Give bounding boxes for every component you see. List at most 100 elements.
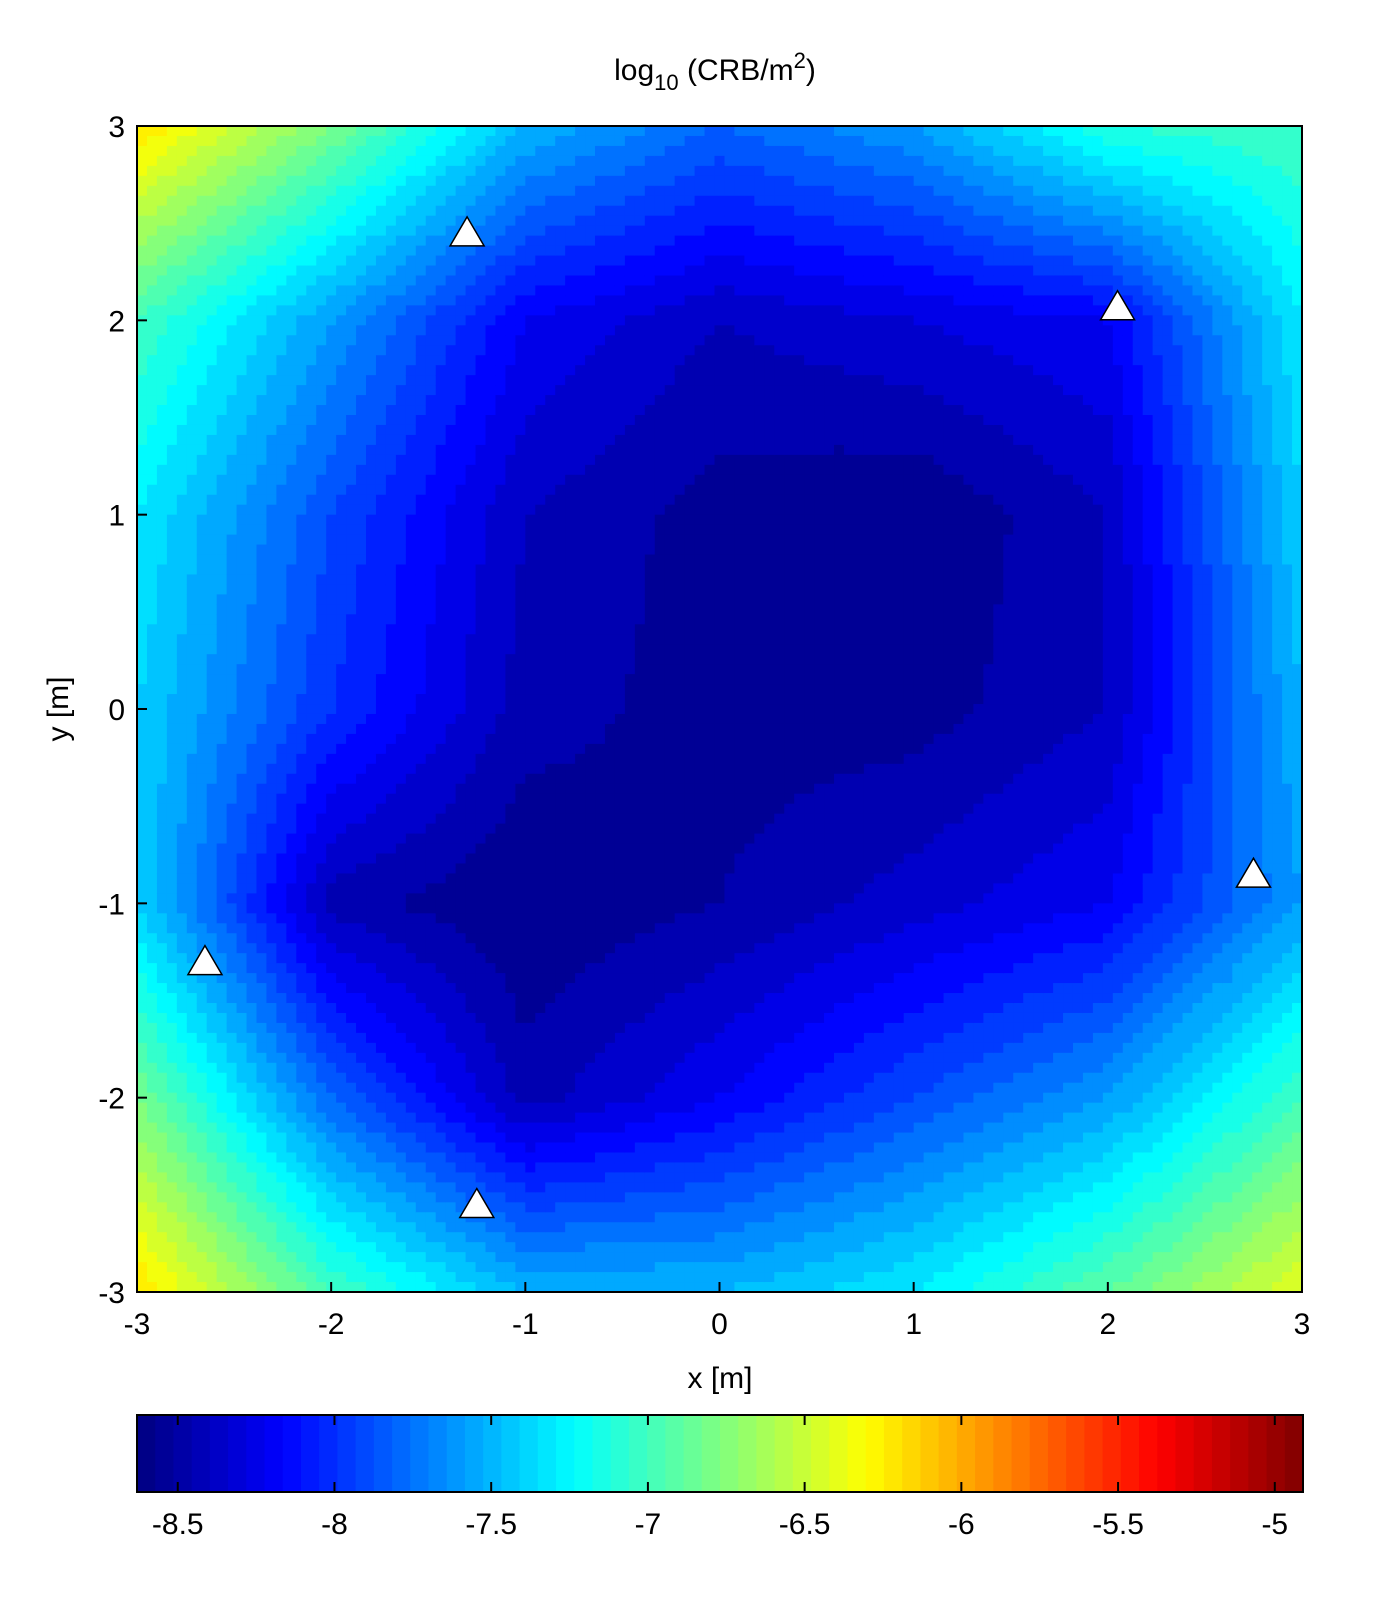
contour-cell xyxy=(316,126,327,137)
contour-cell xyxy=(256,763,268,775)
contour-cell xyxy=(505,225,516,237)
contour-cell xyxy=(296,923,307,934)
contour-cell xyxy=(246,574,258,586)
contour-cell xyxy=(425,943,437,954)
contour-cell xyxy=(236,504,248,516)
contour-cell xyxy=(425,1212,437,1223)
contour-cell xyxy=(385,135,397,147)
contour-cell xyxy=(405,883,417,894)
contour-cell xyxy=(525,723,536,735)
contour-cell xyxy=(375,1232,387,1243)
contour-cell xyxy=(435,873,447,885)
contour-cell xyxy=(226,1192,238,1203)
contour-cell xyxy=(186,833,198,845)
contour-cell xyxy=(515,415,526,426)
contour-cell xyxy=(415,1042,427,1054)
contour-cell xyxy=(246,733,258,745)
contour-cell xyxy=(545,743,556,755)
contour-cell xyxy=(395,763,407,775)
contour-cell xyxy=(226,793,238,805)
contour-cell xyxy=(306,564,317,576)
contour-cell xyxy=(415,1012,427,1024)
contour-cell xyxy=(296,933,307,944)
contour-cell xyxy=(435,614,447,625)
contour-cell xyxy=(196,355,208,366)
contour-cell xyxy=(515,1172,526,1183)
contour-cell xyxy=(226,823,238,835)
contour-cell xyxy=(485,634,497,645)
contour-cell xyxy=(475,634,487,645)
contour-cell xyxy=(515,973,526,984)
contour-cell xyxy=(485,993,497,1004)
contour-cell xyxy=(465,953,477,964)
contour-cell xyxy=(415,1022,427,1034)
contour-cell xyxy=(366,335,377,346)
contour-cell xyxy=(346,1072,357,1084)
contour-cell xyxy=(146,454,158,466)
contour-cell xyxy=(137,335,148,346)
contour-cell xyxy=(545,474,556,486)
contour-cell xyxy=(395,634,407,645)
contour-cell xyxy=(146,1032,158,1044)
contour-cell xyxy=(455,375,467,386)
contour-cell xyxy=(226,783,238,795)
contour-cell xyxy=(226,524,238,536)
contour-cell xyxy=(216,713,228,725)
contour-cell xyxy=(246,375,258,386)
contour-cell xyxy=(475,793,487,805)
contour-cell xyxy=(137,1262,148,1273)
contour-cell xyxy=(485,644,497,655)
contour-cell xyxy=(156,1182,168,1193)
contour-cell xyxy=(415,255,427,267)
contour-cell xyxy=(435,1202,447,1213)
contour-cell xyxy=(286,943,297,954)
contour-cell xyxy=(166,584,178,595)
contour-cell xyxy=(515,843,526,855)
contour-cell xyxy=(137,903,148,914)
contour-cell xyxy=(296,1062,307,1074)
contour-cell xyxy=(186,883,198,894)
contour-cell xyxy=(346,1142,357,1154)
contour-cell xyxy=(465,434,477,446)
contour-cell xyxy=(405,155,417,167)
contour-cell xyxy=(256,674,268,685)
contour-cell xyxy=(385,1162,397,1174)
contour-cell xyxy=(505,843,516,855)
contour-cell xyxy=(296,1112,307,1124)
contour-cell xyxy=(196,424,208,436)
contour-cell xyxy=(515,1042,526,1054)
contour-cell xyxy=(336,165,347,177)
contour-cell xyxy=(385,1062,397,1074)
contour-cell xyxy=(186,504,198,516)
contour-cell xyxy=(296,1012,307,1024)
contour-cell xyxy=(495,385,507,396)
contour-cell xyxy=(356,953,367,964)
contour-cell xyxy=(395,175,407,187)
contour-cell xyxy=(166,434,178,446)
contour-cell xyxy=(246,225,258,237)
contour-cell xyxy=(455,564,467,576)
contour-cell xyxy=(186,983,198,994)
contour-cell xyxy=(236,145,248,157)
contour-cell xyxy=(186,1112,198,1124)
contour-cell xyxy=(336,783,347,795)
contour-cell xyxy=(336,624,347,635)
contour-cell xyxy=(425,375,437,386)
contour-cell xyxy=(415,674,427,685)
contour-cell xyxy=(137,345,148,356)
contour-cell xyxy=(306,684,317,695)
contour-cell xyxy=(435,285,447,297)
contour-cell xyxy=(206,504,218,516)
contour-cell xyxy=(266,913,277,924)
contour-cell xyxy=(435,1262,447,1273)
contour-cell xyxy=(375,1142,387,1154)
contour-cell xyxy=(266,1212,277,1223)
contour-cell xyxy=(266,1272,277,1283)
contour-cell xyxy=(246,205,258,217)
contour-cell xyxy=(196,574,208,586)
contour-cell xyxy=(156,1152,168,1164)
contour-cell xyxy=(346,853,357,865)
contour-cell xyxy=(445,135,457,147)
contour-cell xyxy=(166,733,178,745)
contour-cell xyxy=(445,723,457,735)
